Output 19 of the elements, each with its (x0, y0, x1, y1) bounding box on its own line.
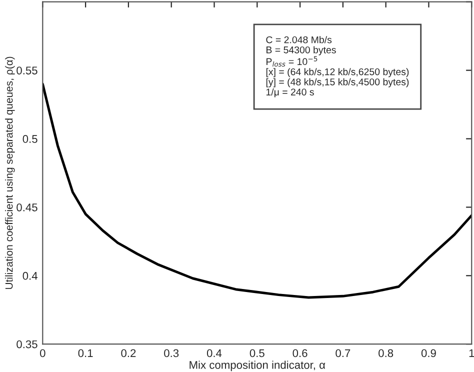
x-tick-label: 0.7 (336, 349, 350, 358)
y-tick-label: 0.55 (16, 66, 38, 74)
x-tick-label: 0.5 (250, 349, 264, 358)
x-axis-title: Mix composition indicator, α (190, 360, 326, 372)
y-axis-title: Utilization coefficient using separated queues, ρ(α) (5, 56, 15, 289)
x-tick-label: 0.6 (292, 349, 308, 358)
y-tick-label: 0.35 (16, 340, 38, 348)
text: C = 2.048 Mb/s B = 54300 bytes P$_{loss}$ = 10$^{−5}$ [x] = (64 kb/s,12 kb/s,6250 bytes) [y] = (48 kb/s,15 kb/s,4500 bytes) 1/μ = 240 s (266, 36, 409, 98)
x-tick-label: 0.8 (378, 349, 394, 358)
x-tick-label: 0.9 (421, 349, 436, 358)
y-tick-label: 0.5 (22, 135, 38, 143)
y-tick-label: 0.45 (16, 203, 38, 212)
x-tick-label: 0 (40, 349, 46, 358)
y-tick-label: 0.4 (22, 272, 38, 280)
x-tick-label: 0.3 (164, 349, 179, 358)
x-tick-label: 0.4 (206, 349, 222, 358)
x-tick-label: 0.1 (78, 349, 93, 358)
x-tick-label: 0.2 (121, 349, 136, 358)
x-tick-label: 1 (469, 349, 474, 358)
